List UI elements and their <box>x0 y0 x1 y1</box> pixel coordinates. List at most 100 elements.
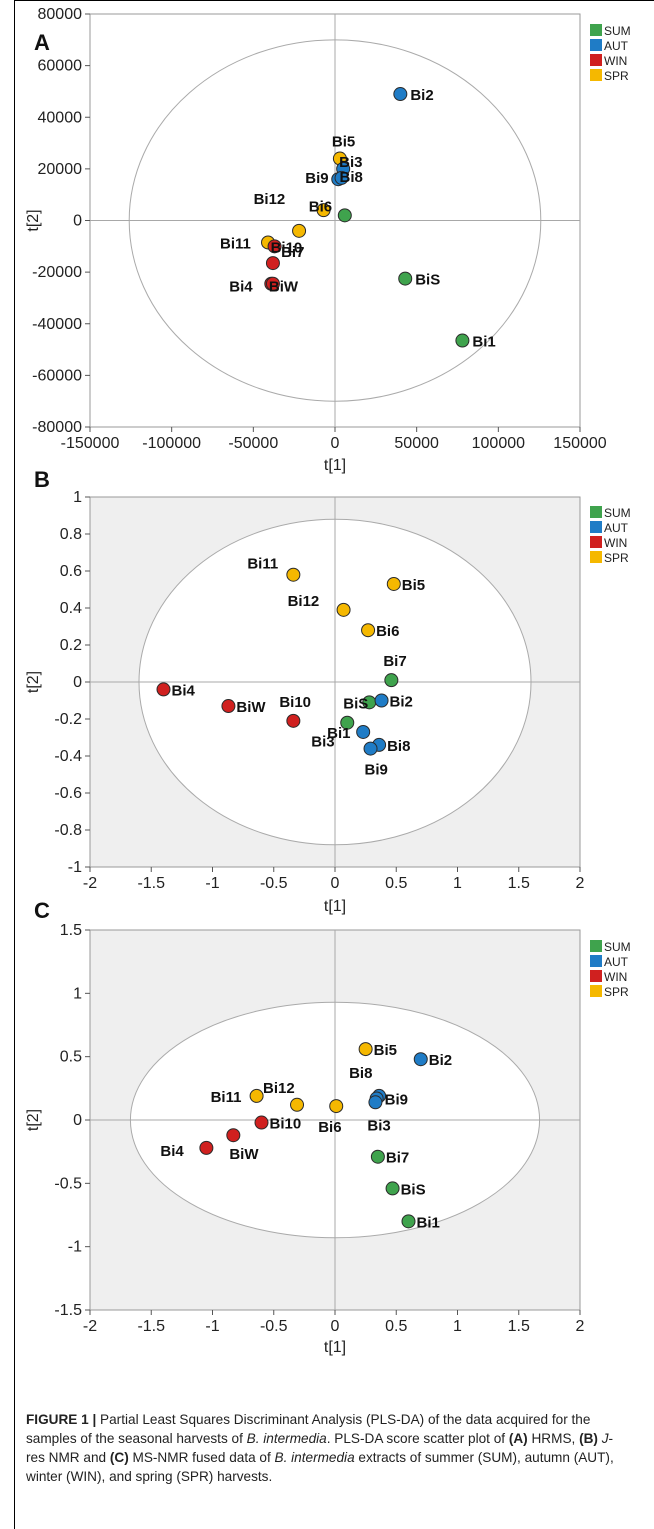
legend-label-spr: SPR <box>604 985 629 999</box>
point-label-bi3: Bi3 <box>339 154 362 171</box>
y-tick-label: -0.4 <box>54 748 82 765</box>
caption-species-1: B. intermedia <box>246 1431 327 1446</box>
data-point-bi7 <box>384 673 399 688</box>
y-tick-label: -0.5 <box>54 1175 82 1192</box>
x-tick-label: 1.5 <box>508 875 530 892</box>
caption-species-2: B. intermedia <box>274 1450 355 1465</box>
point-label-bi1: Bi1 <box>327 725 350 742</box>
legend-label-win: WIN <box>604 54 627 68</box>
data-point-biw <box>265 276 280 291</box>
caption-label: FIGURE 1 | <box>26 1412 97 1427</box>
legend-swatch-aut <box>590 39 602 51</box>
x-tick-label: -1 <box>205 1318 219 1335</box>
point-label-bi12: Bi12 <box>288 593 320 610</box>
x-tick-label: 1 <box>453 875 462 892</box>
data-point-bi6 <box>361 623 376 638</box>
point-label-biw: BiW <box>236 699 266 716</box>
point-label-bi8: Bi8 <box>340 169 363 186</box>
data-point-bi2 <box>393 87 408 102</box>
x-tick-label: 2 <box>576 1318 585 1335</box>
x-tick-label: -50000 <box>228 435 278 452</box>
point-label-bi4: Bi4 <box>172 682 196 699</box>
point-label-bi3: Bi3 <box>367 1117 390 1134</box>
x-tick-label: -100000 <box>142 435 201 452</box>
data-point-bi12 <box>316 203 331 218</box>
x-axis-label: t[1] <box>324 457 346 474</box>
legend-label-win: WIN <box>604 970 627 984</box>
panel-letter-a: A <box>34 30 50 55</box>
caption-text-2: . PLS-DA score scatter plot of <box>326 1431 509 1446</box>
x-tick-label: -0.5 <box>260 1318 288 1335</box>
legend-label-sum: SUM <box>604 24 631 38</box>
point-label-bi10: Bi10 <box>279 694 311 711</box>
x-tick-label: 50000 <box>394 435 439 452</box>
data-point-bi12 <box>336 602 351 617</box>
data-point-unlabeled <box>265 256 280 271</box>
data-point-bi6 <box>329 1099 344 1114</box>
legend-label-sum: SUM <box>604 940 631 954</box>
caption-panel-b: (B) <box>579 1431 598 1446</box>
legend-label-spr: SPR <box>604 69 629 83</box>
y-tick-label: -0.6 <box>54 785 82 802</box>
caption-panel-a: (A) <box>508 1431 528 1446</box>
data-point-bis <box>398 271 413 286</box>
y-tick-label: 40000 <box>38 109 83 126</box>
data-point-bi3 <box>368 1095 383 1110</box>
data-point-bi2 <box>413 1052 428 1067</box>
legend-label-sum: SUM <box>604 506 631 520</box>
y-tick-label: -0.8 <box>54 822 82 839</box>
x-tick-label: 1 <box>453 1318 462 1335</box>
legend-label-aut: AUT <box>604 955 629 969</box>
data-point-bi3 <box>340 715 355 730</box>
data-point-bis <box>385 1181 400 1196</box>
point-label-bi10: Bi10 <box>270 1116 302 1133</box>
data-point-bi8 <box>334 170 349 185</box>
x-tick-label: -2 <box>83 875 97 892</box>
legend-swatch-sum <box>590 940 602 952</box>
point-label-bi7: Bi7 <box>386 1150 409 1167</box>
data-point-biw <box>226 1128 241 1143</box>
caption-text-6: MS-NMR fused data of <box>128 1450 275 1465</box>
y-tick-label: -40000 <box>32 316 82 333</box>
data-point-bi10 <box>254 1115 269 1130</box>
y-tick-label: -20000 <box>32 264 82 281</box>
chart-panel-b: B -2 -1.5 -1 -0.5 0 0.5 1 1.5 2 1 0.8 0.6 0.4 0.2 0 -0.2… <box>25 467 631 915</box>
x-tick-label: -0.5 <box>260 875 288 892</box>
point-label-bi9: Bi9 <box>385 1091 408 1108</box>
point-label-bi3: Bi3 <box>311 734 334 751</box>
y-axis-label: t[2] <box>25 671 42 693</box>
caption-panel-c: (C) <box>109 1450 129 1465</box>
y-tick-label: 1 <box>73 489 82 506</box>
legend-swatch-sum <box>590 506 602 518</box>
figure-plots: A-150000 -100000 -50000 0 50000 100000 1500008… <box>25 6 631 1356</box>
x-axis-label: t[1] <box>324 898 346 915</box>
legend-swatch-sum <box>590 24 602 36</box>
chart-panel-c: C-2 -1.5 -1 -0.5 0 0.5 1 1.5 21.510.50-0.5-1-1.5… <box>25 898 631 1356</box>
point-label-bis: BiS <box>343 695 368 712</box>
data-point-bi2 <box>374 693 389 708</box>
x-tick-label: 0 <box>331 875 340 892</box>
data-point-bi12 <box>290 1097 305 1112</box>
data-point-bi7 <box>292 223 307 238</box>
data-point-bi6 <box>337 208 352 223</box>
point-label-bi1: Bi1 <box>417 1214 440 1231</box>
y-tick-label: 0.2 <box>60 637 82 654</box>
point-label-bi12: Bi12 <box>254 191 286 208</box>
legend-label-aut: AUT <box>604 39 629 53</box>
point-label-bi6: Bi6 <box>376 623 399 640</box>
data-point-bi5 <box>386 576 401 591</box>
x-tick-label: -150000 <box>61 435 120 452</box>
point-label-bis: BiS <box>415 272 440 289</box>
data-point-biw <box>221 699 236 714</box>
point-label-bi4: Bi4 <box>229 279 253 296</box>
chart-panel-a: A -150000 -100000 -50000 0 50000 100000 150000 8… <box>25 6 631 474</box>
point-label-bi7: Bi7 <box>383 653 406 670</box>
point-label-bis: BiS <box>401 1181 426 1198</box>
x-tick-label: 0 <box>331 1318 340 1335</box>
point-label-bi4: Bi4 <box>160 1143 184 1160</box>
point-label-bi5: Bi5 <box>332 134 355 151</box>
data-point-bi1 <box>401 1214 416 1229</box>
y-tick-label: 20000 <box>38 161 83 178</box>
y-tick-label: -60000 <box>32 367 82 384</box>
